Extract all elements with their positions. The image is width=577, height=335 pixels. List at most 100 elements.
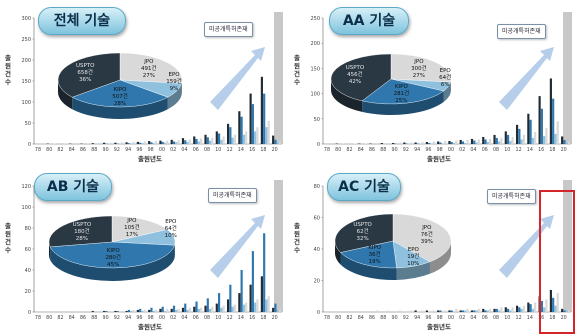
x-tick-label: 94 [414,315,420,321]
x-tick-label: 86 [369,147,375,153]
bar-epo [520,308,523,312]
bar-uspto [549,78,552,144]
pie-label-pct: 9% [169,86,179,93]
bar-uspto [459,310,462,312]
bar-uspto [102,142,106,144]
bar-epo [265,127,268,144]
y-tick-label: 100 [310,92,320,98]
bar-kipo [439,310,442,312]
y-tick-label: 80 [314,184,320,190]
x-tick-label: 84 [358,147,364,153]
unpublished-callout: 미공개특허존재 [208,188,257,203]
y-tick-label: 40 [25,268,31,274]
bar-epo [464,310,467,312]
panel-title: AA 기술 [329,7,409,35]
pie-slice-jpo [390,53,452,83]
unpublished-shade [274,180,283,312]
bar-kipo [161,141,164,144]
x-tick-label: 88 [91,315,97,321]
bar-kipo [127,309,130,312]
unpublished-callout: 미공개특허존재 [497,24,546,39]
pie-label-office: USPTO [345,65,365,72]
bar-kipo [251,251,254,312]
bar-kipo [150,142,153,144]
bar-epo [441,143,444,144]
pie-slice-kipo [340,240,397,269]
bar-uspto [159,140,162,144]
bar-uspto [391,142,395,144]
pie-wall-uspto [331,79,363,112]
bar-epo [141,143,144,144]
bar-kipo [518,307,521,312]
pie-wall-kipo [362,91,444,115]
bar-jpo [278,141,282,144]
bar-jpo [567,310,571,312]
pie-label-jpo: JPO 300건 27% [405,59,433,80]
bar-jpo [211,137,214,144]
y-axis-label: 출원건수 [5,222,11,254]
bar-kipo [529,304,532,312]
bar-kipo [495,308,498,312]
pie-slice-jpo [119,52,183,84]
bar-kipo [127,143,130,144]
bar-jpo [278,309,282,312]
x-tick-label: 14 [527,315,533,321]
bar-jpo [132,141,135,144]
y-tick-label: 0 [28,142,31,148]
bar-uspto [459,139,462,144]
bar-jpo [87,310,90,312]
y-tick-label: 40 [314,247,320,253]
x-tick-label: 84 [69,147,75,153]
x-tick-label: 16 [538,315,544,321]
pie-slice-uspto [330,53,392,102]
bar-uspto [238,111,241,144]
bar-epo [242,134,245,144]
bar-kipo [506,308,510,312]
pie-label-count: 64건 [164,226,177,233]
bar-epo [509,140,512,144]
pie-label-count: 658건 [77,69,93,76]
y-axis-label: 출원건수 [294,54,300,86]
pie-label-office: EPO [439,68,451,75]
x-tick-label: 04 [470,315,476,321]
bar-epo [497,310,501,312]
pie-slice-jpo [392,213,452,263]
x-tick-label: 86 [80,315,86,321]
bar-uspto [125,142,128,144]
bar-jpo [455,308,458,312]
bar-kipo [439,142,442,144]
bar-kipo [263,93,266,144]
bar-kipo [405,143,408,144]
pie-label-pct: 17% [125,232,138,239]
bar-jpo [376,310,379,312]
bar-kipo [240,116,243,144]
panel-aa-tech: 0 50 100 150 200 250 78 80 82 84 86 88 90 92 94 96 98 00 0… [289,0,577,167]
bar-uspto [437,310,440,312]
pie-label-pct: 32% [356,236,369,243]
bar-uspto [504,131,507,144]
bar-uspto [260,276,263,312]
bar-epo [130,310,133,312]
bar-epo [163,142,167,144]
pie-label-uspto: USPTO 658건 36% [71,63,99,84]
bar-uspto [335,143,338,144]
bar-kipo [450,310,453,312]
pie-label-office: EPO [407,246,419,253]
y-tick-label: 250 [21,37,31,43]
x-tick-label: 04 [181,147,187,153]
pie-label-jpo: JPO 76건 39% [413,225,441,246]
x-tick-label: 96 [425,315,431,321]
bar-kipo [172,141,176,144]
bar-kipo [461,310,465,312]
pie-label-pct: 27% [412,72,425,79]
pie-wall-epo [443,82,451,103]
x-tick-label: 02 [170,147,176,153]
pie-label-pct: 19% [368,259,381,266]
pie-slice-kipo [361,78,445,105]
pie-label-kipo: KIPO 281건 25% [387,84,415,105]
x-tick-label: 92 [114,147,120,153]
pie-label-count: 76건 [420,232,433,239]
bar-jpo [188,139,191,144]
y-tick-label: 300 [21,16,31,22]
bar-jpo [364,143,368,144]
